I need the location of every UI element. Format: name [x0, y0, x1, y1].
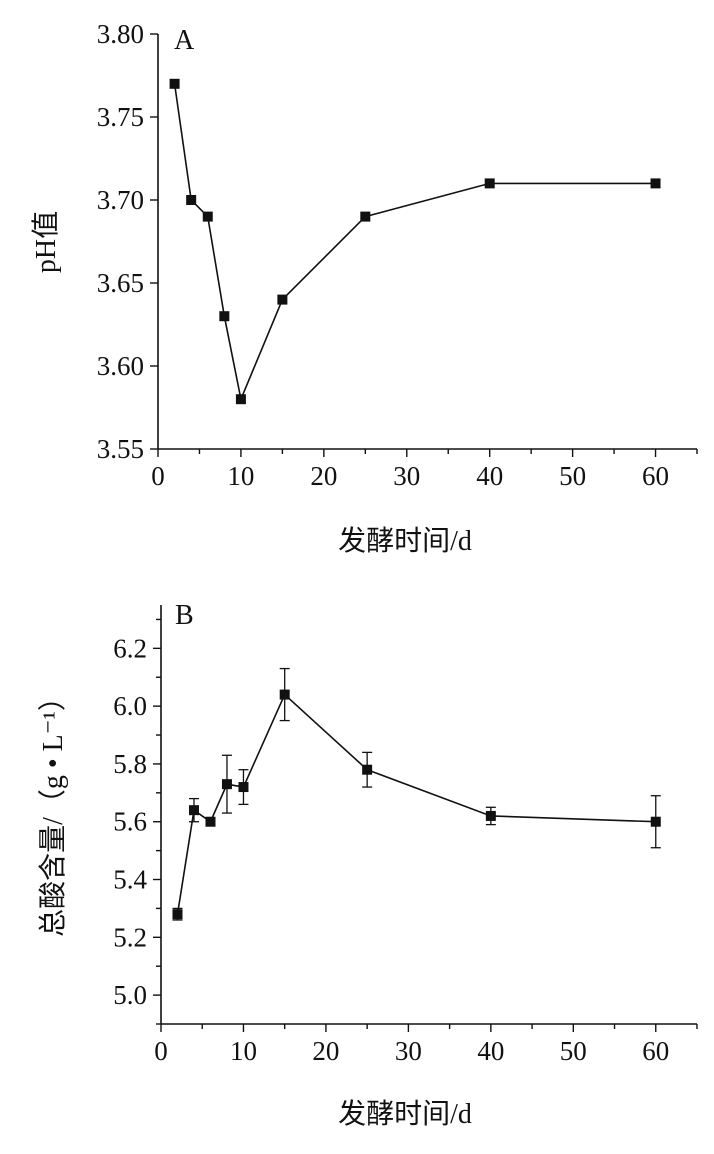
panel-b-y-tick-label: 6.2 — [113, 633, 147, 663]
panel-a-y-tick-label: 3.70 — [97, 185, 144, 215]
panel-b-data-point — [485, 810, 496, 821]
panel-b-data-point — [205, 816, 216, 827]
panel-b-x-tick-label: 10 — [230, 1036, 257, 1066]
panel-a-x-tick-label: 30 — [393, 461, 420, 491]
panel-b-data-point — [362, 764, 373, 775]
panel-b-y-tick-label: 5.4 — [113, 865, 147, 895]
panel-a-ticks — [150, 33, 698, 457]
panel-a-data-point — [650, 178, 661, 189]
panel-a-x-tick-label: 20 — [310, 461, 337, 491]
panel-b-data-point — [188, 805, 199, 816]
panel-b-x-axis-title: 发酵时间/d — [338, 1098, 472, 1130]
panel-b-tick-labels: 0 10 20 30 40 50 60 5.0 5.2 5.4 5.6 5.8 6.0 6.2 — [113, 633, 669, 1066]
panel-b-y-axis-title: 总酸含量/（g • L⁻¹） — [37, 683, 69, 937]
panel-b-series-line — [176, 693, 656, 915]
panel-a-y-tick-label: 3.80 — [97, 19, 144, 49]
panel-b-data-point — [650, 816, 661, 827]
panel-b-y-tick-label: 5.0 — [113, 980, 147, 1010]
panel-b-series — [172, 667, 661, 921]
panel-a-x-tick-label: 60 — [642, 461, 669, 491]
panel-a-y-tick-label: 3.60 — [97, 351, 144, 381]
panel-b-data-point — [238, 782, 249, 793]
panel-b-y-tick-label: 5.2 — [113, 922, 147, 952]
panel-b-y-tick-label: 6.0 — [113, 691, 147, 721]
panel-a-tick-labels: 0 10 20 30 40 50 60 3.55 3.60 3.65 3.70 3.75 3.80 — [97, 19, 669, 491]
panel-a-data-point — [360, 211, 371, 222]
panel-a-data-point — [169, 78, 180, 89]
panel-b-ticks — [153, 618, 698, 1032]
panel-a-x-tick-label: 50 — [559, 461, 586, 491]
panel-a-y-tick-label: 3.75 — [97, 102, 144, 132]
panel-b-data-point — [221, 779, 232, 790]
panel-a-y-tick-label: 3.55 — [97, 434, 144, 464]
panel-b-data-point — [172, 909, 183, 920]
panel-b-y-tick-label: 5.6 — [113, 807, 147, 837]
panel-a-data-point — [202, 211, 213, 222]
panel-a-label: A — [174, 25, 195, 56]
panel-a-series-line — [173, 83, 656, 402]
panel-a-x-tick-label: 40 — [476, 461, 503, 491]
panel-a-x-axis-title: 发酵时间/d — [338, 525, 472, 557]
panel-a-data-point — [277, 294, 288, 305]
panel-b-data-point — [279, 689, 290, 700]
panel-b-x-tick-label: 0 — [154, 1036, 168, 1066]
panel-a-data-point — [219, 311, 230, 322]
panel-b-x-tick-label: 50 — [560, 1036, 587, 1066]
panel-a-y-tick-label: 3.65 — [97, 268, 144, 298]
panel-a-ph-chart: 0 10 20 30 40 50 603.553.603.653.703.753.80 A … — [30, 19, 698, 557]
panel-b-label: B — [175, 600, 194, 631]
panel-a-data-point — [186, 195, 197, 205]
panel-b-x-tick-label: 20 — [312, 1036, 339, 1066]
panel-a-series — [169, 78, 661, 405]
panel-a-y-axis-title: pH值 — [30, 211, 62, 273]
panel-a-data-point — [484, 178, 495, 189]
panel-a-x-tick-label: 10 — [227, 461, 254, 491]
panel-a-x-tick-label: 0 — [151, 461, 165, 491]
panel-b-y-tick-label: 5.8 — [113, 749, 147, 779]
panel-b-total-acid-chart: 0 10 20 30 40 50 60 5.0 5.2 5.4 5.6 5.8 6.0 6.2 B 发酵时… — [37, 600, 698, 1130]
panel-b-x-tick-label: 60 — [642, 1036, 669, 1066]
panel-b-x-tick-label: 30 — [395, 1036, 422, 1066]
panel-b-x-tick-label: 40 — [477, 1036, 504, 1066]
panel-a-data-point — [235, 394, 246, 405]
